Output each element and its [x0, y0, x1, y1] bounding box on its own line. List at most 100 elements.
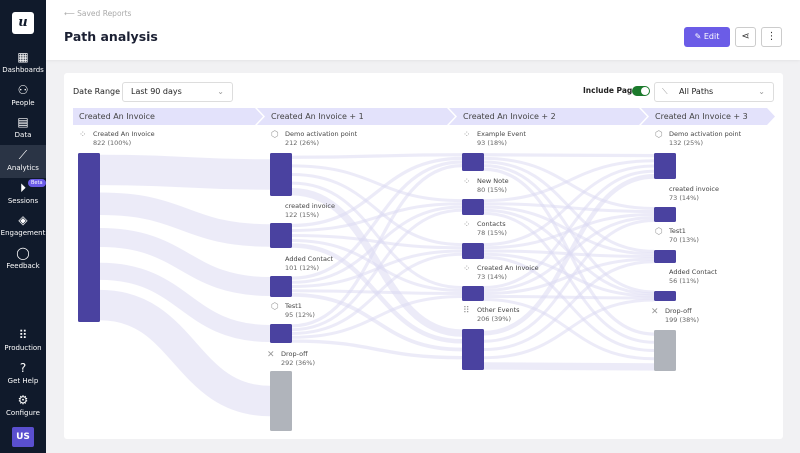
- node-count: 212 (26%): [285, 139, 319, 147]
- flow-link[interactable]: [483, 260, 655, 351]
- flow-link[interactable]: [291, 160, 463, 280]
- flow-link[interactable]: [291, 153, 463, 159]
- breadcrumb-link[interactable]: Saved Reports: [77, 9, 132, 18]
- flow-link[interactable]: [291, 173, 463, 247]
- flow-link[interactable]: [483, 169, 655, 289]
- node-name: Test1: [285, 302, 302, 310]
- path-node[interactable]: [270, 324, 292, 343]
- column-header: Created An Invoice + 1: [257, 108, 455, 125]
- column-header: Created An Invoice: [73, 108, 263, 125]
- flow-link[interactable]: [291, 156, 463, 228]
- dropoff-node[interactable]: [654, 330, 676, 371]
- flow-link[interactable]: [291, 252, 463, 335]
- sidebar-item-people[interactable]: ⚇ People: [0, 83, 46, 111]
- flow-link[interactable]: [291, 239, 463, 292]
- node-count: 101 (12%): [285, 264, 319, 272]
- path-node[interactable]: [270, 276, 292, 297]
- flow-link[interactable]: [291, 208, 463, 332]
- node-label: ⁘ Example Event 93 (18%): [463, 130, 526, 148]
- flow-link[interactable]: [291, 163, 463, 328]
- flow-link[interactable]: [483, 164, 655, 247]
- path-node[interactable]: [462, 286, 484, 301]
- node-count: 199 (38%): [665, 316, 699, 324]
- node-label: ⁘ Created An Invoice 822 (100%): [79, 130, 155, 148]
- path-node[interactable]: [270, 153, 292, 196]
- sidebar-item-configure[interactable]: ⚙ Configure: [0, 393, 46, 421]
- flow-link[interactable]: [291, 188, 463, 337]
- flow-link[interactable]: [483, 156, 655, 210]
- sidebar-item-feedback[interactable]: ◯ Feedback: [0, 246, 46, 274]
- node-count: 122 (15%): [285, 211, 319, 219]
- flow-link[interactable]: [483, 174, 655, 336]
- sidebar: u ▦ Dashboards ⚇ People ▤ Data ⟋ Analytics ⏵…: [0, 0, 46, 453]
- path-node[interactable]: [462, 153, 484, 171]
- avatar[interactable]: US: [12, 427, 34, 447]
- flow-link[interactable]: [291, 202, 463, 232]
- flow-link[interactable]: [483, 159, 655, 203]
- sidebar-item-analytics[interactable]: ⟋ Analytics: [0, 145, 46, 178]
- more-button[interactable]: ⋮: [761, 27, 782, 47]
- flow-link[interactable]: [483, 298, 655, 360]
- sidebar-item-sessions[interactable]: ⏵ Beta Sessions: [0, 179, 46, 209]
- node-label: ⁘ Contacts 78 (15%): [463, 220, 507, 238]
- edit-button[interactable]: ✎ Edit: [684, 27, 730, 47]
- sidebar-item-dashboards[interactable]: ▦ Dashboards: [0, 50, 46, 78]
- node-count: 80 (15%): [477, 186, 507, 194]
- include-pages-label: Include Pages: [583, 86, 642, 95]
- sidebar-item-get-help[interactable]: ? Get Help: [0, 361, 46, 389]
- click-icon: ⁘: [79, 130, 87, 140]
- date-range-select[interactable]: Last 90 days ⌄: [122, 82, 233, 102]
- sidebar-item-data[interactable]: ▤ Data: [0, 115, 46, 143]
- flow-link[interactable]: [99, 154, 271, 190]
- pencil-icon: ✎: [694, 32, 704, 41]
- flow-link[interactable]: [99, 192, 271, 247]
- node-count: 292 (36%): [281, 359, 315, 367]
- flow-link[interactable]: [483, 362, 655, 371]
- path-node[interactable]: [462, 199, 484, 215]
- sidebar-item-label: Dashboards: [2, 66, 44, 74]
- node-label: ⁘ Created An Invoice 73 (14%): [463, 264, 539, 282]
- flow-link[interactable]: [291, 181, 463, 289]
- app-logo[interactable]: u: [12, 12, 34, 34]
- sidebar-item-production[interactable]: ⠿ Production: [0, 328, 46, 356]
- dropoff-node[interactable]: [270, 371, 292, 431]
- flow-link[interactable]: [483, 257, 655, 295]
- path-node[interactable]: [270, 223, 292, 248]
- path-node[interactable]: [654, 291, 676, 301]
- sidebar-item-label: Analytics: [7, 164, 39, 172]
- flow-link[interactable]: [483, 202, 655, 213]
- path-node[interactable]: [654, 207, 676, 222]
- path-node[interactable]: [654, 153, 676, 179]
- data-icon: ▤: [17, 115, 29, 129]
- flow-link[interactable]: [99, 228, 271, 296]
- flow-link[interactable]: [483, 295, 655, 300]
- path-node[interactable]: [78, 153, 100, 322]
- share-button[interactable]: ⋖: [735, 27, 756, 47]
- node-count: 206 (39%): [477, 315, 511, 323]
- page-title: Path analysis: [64, 29, 158, 44]
- paths-select[interactable]: ⟍ All Paths ⌄: [654, 82, 774, 102]
- path-node[interactable]: [462, 243, 484, 259]
- node-label: ⬡ Test1 95 (12%): [271, 302, 315, 320]
- sidebar-item-engagement[interactable]: ◈ Engagement: [0, 213, 46, 241]
- flow-link[interactable]: [291, 234, 463, 250]
- path-node[interactable]: [654, 250, 676, 263]
- flow-link[interactable]: [291, 293, 463, 352]
- flow-link[interactable]: [291, 295, 463, 339]
- grid-icon: ⠿: [463, 306, 470, 316]
- people-icon: ⚇: [17, 83, 29, 97]
- breadcrumb[interactable]: ⟵ Saved Reports: [64, 9, 131, 18]
- flow-link[interactable]: [99, 262, 271, 343]
- flow-link[interactable]: [291, 339, 463, 360]
- sidebar-item-label: Sessions: [7, 197, 39, 205]
- flow-link[interactable]: [99, 289, 271, 417]
- node-label: ⠿ Other Events 206 (39%): [463, 306, 520, 324]
- click-icon: ⁘: [463, 264, 471, 274]
- flow-link[interactable]: [483, 153, 655, 158]
- sidebar-item-label: Configure: [6, 409, 40, 417]
- include-pages-toggle[interactable]: [632, 86, 650, 96]
- flow-link[interactable]: [483, 219, 655, 343]
- path-node[interactable]: [462, 329, 484, 370]
- node-label: ⁘ New Note 80 (15%): [463, 177, 509, 195]
- flow-link[interactable]: [291, 164, 463, 203]
